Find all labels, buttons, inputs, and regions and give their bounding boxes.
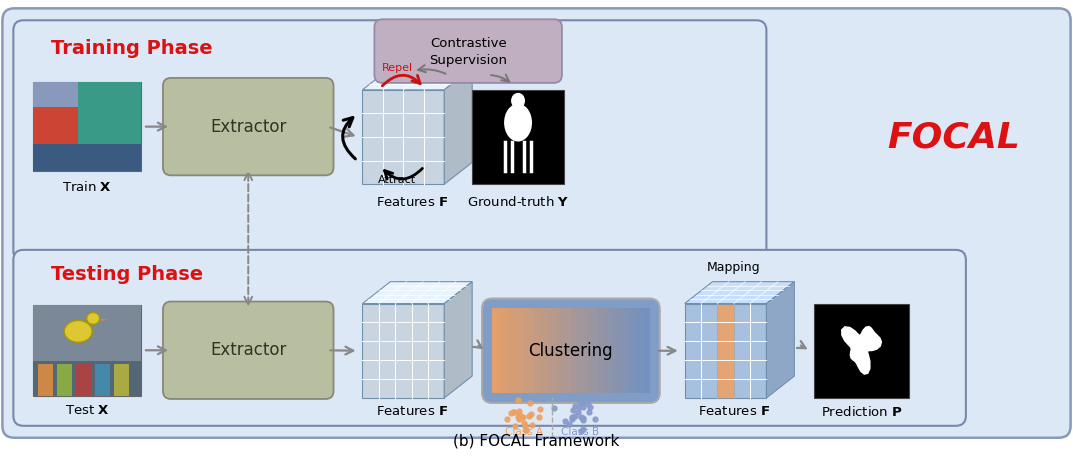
FancyArrowPatch shape — [491, 74, 510, 82]
Polygon shape — [718, 303, 734, 398]
Polygon shape — [444, 282, 472, 398]
Text: Training Phase: Training Phase — [52, 39, 212, 57]
Text: Extractor: Extractor — [210, 341, 286, 359]
FancyArrowPatch shape — [480, 105, 497, 161]
FancyBboxPatch shape — [163, 302, 334, 399]
Polygon shape — [33, 144, 141, 171]
Polygon shape — [363, 303, 444, 398]
Polygon shape — [33, 82, 78, 107]
Polygon shape — [76, 364, 91, 396]
FancyArrowPatch shape — [418, 65, 445, 74]
FancyBboxPatch shape — [13, 20, 766, 261]
Polygon shape — [814, 303, 909, 398]
Text: Mapping: Mapping — [707, 261, 761, 274]
FancyBboxPatch shape — [2, 8, 1071, 438]
Polygon shape — [33, 107, 78, 144]
FancyArrowPatch shape — [342, 118, 355, 159]
Polygon shape — [78, 82, 141, 144]
Ellipse shape — [64, 320, 92, 342]
Polygon shape — [363, 90, 444, 184]
FancyBboxPatch shape — [482, 298, 660, 403]
Text: Supervision: Supervision — [429, 54, 508, 67]
Polygon shape — [33, 304, 141, 361]
Text: Contrastive: Contrastive — [430, 38, 506, 50]
Text: Extractor: Extractor — [210, 118, 286, 135]
Polygon shape — [766, 282, 794, 398]
Ellipse shape — [87, 313, 100, 325]
Polygon shape — [685, 282, 794, 303]
Text: (b) FOCAL Framework: (b) FOCAL Framework — [453, 433, 620, 448]
Polygon shape — [39, 364, 54, 396]
Text: Features $\mathbf{F}$: Features $\mathbf{F}$ — [697, 405, 770, 419]
Polygon shape — [363, 282, 472, 303]
FancyBboxPatch shape — [163, 78, 334, 175]
Polygon shape — [363, 68, 472, 90]
Polygon shape — [472, 90, 564, 184]
Text: Ground-truth $\mathbf{Y}$: Ground-truth $\mathbf{Y}$ — [467, 195, 569, 209]
FancyArrowPatch shape — [384, 168, 423, 179]
Polygon shape — [842, 326, 881, 374]
Text: Class B: Class B — [561, 427, 599, 437]
Polygon shape — [685, 303, 766, 398]
Text: FOCAL: FOCAL — [887, 121, 1020, 155]
Polygon shape — [101, 319, 108, 321]
Ellipse shape — [504, 104, 532, 141]
Text: Prediction $\mathbf{P}$: Prediction $\mathbf{P}$ — [821, 405, 902, 419]
Text: Train $\mathbf{X}$: Train $\mathbf{X}$ — [62, 180, 112, 194]
Polygon shape — [57, 364, 72, 396]
Text: Class A: Class A — [505, 427, 543, 437]
FancyArrowPatch shape — [382, 75, 421, 86]
Text: Attract: Attract — [379, 175, 416, 185]
Text: Test $\mathbf{X}$: Test $\mathbf{X}$ — [64, 404, 109, 417]
Text: Clustering: Clustering — [529, 342, 614, 360]
Text: Features $\mathbf{F}$: Features $\mathbf{F}$ — [376, 405, 447, 419]
Text: Testing Phase: Testing Phase — [52, 265, 204, 284]
Polygon shape — [114, 364, 129, 396]
FancyBboxPatch shape — [33, 82, 141, 171]
FancyBboxPatch shape — [13, 250, 966, 426]
FancyBboxPatch shape — [33, 304, 141, 396]
Polygon shape — [33, 361, 141, 396]
Text: Repel: Repel — [382, 63, 413, 73]
Text: Features $\mathbf{F}$: Features $\mathbf{F}$ — [376, 196, 447, 209]
FancyBboxPatch shape — [374, 19, 562, 83]
Polygon shape — [444, 68, 472, 184]
Polygon shape — [95, 364, 111, 396]
Ellipse shape — [511, 93, 525, 109]
